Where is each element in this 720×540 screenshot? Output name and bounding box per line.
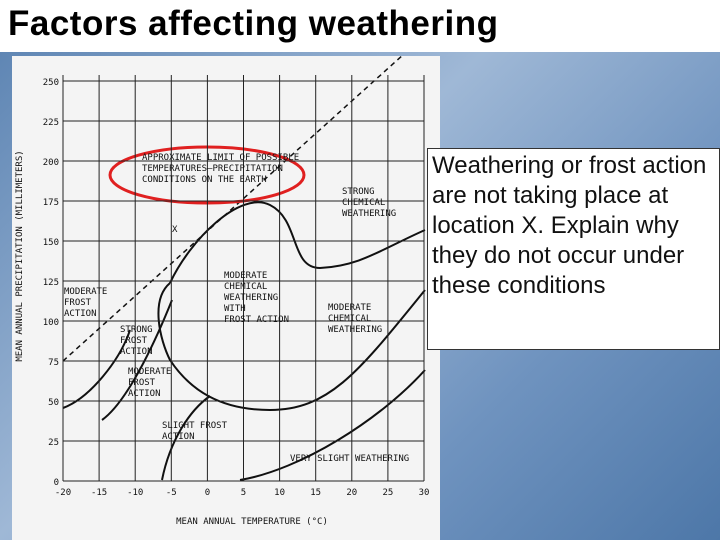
region-label: X	[172, 225, 178, 235]
region-label: TEMPERATURES—PRECIPITATION	[142, 164, 283, 174]
y-tick-label: 200	[43, 158, 59, 168]
y-tick-label: 125	[43, 278, 59, 288]
y-tick-label: 250	[43, 78, 59, 88]
x-tick-label: -15	[91, 488, 107, 498]
boundary-curve	[169, 201, 426, 284]
x-tick-label: -20	[55, 488, 71, 498]
x-tick-label: -10	[127, 488, 143, 498]
x-tick-label: 20	[346, 488, 357, 498]
region-label: MODERATE	[128, 367, 171, 377]
x-tick-label: 15	[310, 488, 321, 498]
peltier-diagram: -20 -15 -10 -5 0 5 10 15 20 25 30 0 25 50 75 100 125 150 1…	[12, 56, 440, 540]
x-axis-label: MEAN ANNUAL TEMPERATURE (°C)	[176, 517, 328, 527]
region-label: FROST	[120, 336, 148, 346]
question-text: Weathering or frost action are not takin…	[427, 148, 720, 350]
region-label: MODERATE	[328, 303, 371, 313]
region-label: WEATHERING	[342, 209, 396, 219]
x-tick-label: 30	[419, 488, 430, 498]
boundary-curve	[239, 369, 426, 481]
y-tick-label: 0	[54, 478, 59, 488]
y-tick-label: 225	[43, 118, 59, 128]
region-label: SLIGHT FROST	[162, 421, 228, 431]
region-label: STRONG	[342, 187, 375, 197]
boundary-curve	[157, 282, 426, 412]
region-label: ACTION	[120, 347, 153, 357]
y-axis-label: MEAN ANNUAL PRECIPITATION (MILLIMETERS)	[15, 150, 25, 361]
region-label: APPROXIMATE LIMIT OF POSSIBLE	[142, 153, 299, 163]
region-label: VERY SLIGHT WEATHERING	[290, 454, 409, 464]
slide-title: Factors affecting weathering	[8, 4, 499, 43]
y-tick-label: 50	[48, 398, 59, 408]
figure-background	[12, 56, 440, 540]
y-tick-label: 150	[43, 238, 59, 248]
y-tick-label: 175	[43, 198, 59, 208]
region-label: FROST	[128, 378, 156, 388]
x-tick-label: 5	[241, 488, 246, 498]
region-label: MODERATE	[224, 271, 267, 281]
region-label: FROST	[64, 298, 92, 308]
x-tick-label: 25	[382, 488, 393, 498]
x-tick-label: 10	[274, 488, 285, 498]
x-tick-label: 0	[205, 488, 210, 498]
region-label: CHEMICAL	[328, 314, 371, 324]
region-label: FROST ACTION	[224, 315, 289, 325]
y-tick-label: 25	[48, 438, 59, 448]
region-label: CHEMICAL	[224, 282, 267, 292]
boundary-curve	[101, 299, 173, 421]
region-label: WEATHERING	[328, 325, 382, 335]
region-label: ACTION	[162, 432, 195, 442]
y-tick-label: 75	[48, 358, 59, 368]
region-label: MODERATE	[64, 287, 107, 297]
region-label: ACTION	[128, 389, 161, 399]
boundary-curve	[62, 329, 131, 409]
region-label: CONDITIONS ON THE EARTH	[142, 175, 267, 185]
region-label: ACTION	[64, 309, 97, 319]
region-label: WEATHERING	[224, 293, 278, 303]
x-tick-label: -5	[166, 488, 177, 498]
y-tick-label: 100	[43, 318, 59, 328]
region-label: STRONG	[120, 325, 153, 335]
curves	[62, 56, 426, 481]
region-label: CHEMICAL	[342, 198, 385, 208]
region-label: WITH	[224, 304, 246, 314]
